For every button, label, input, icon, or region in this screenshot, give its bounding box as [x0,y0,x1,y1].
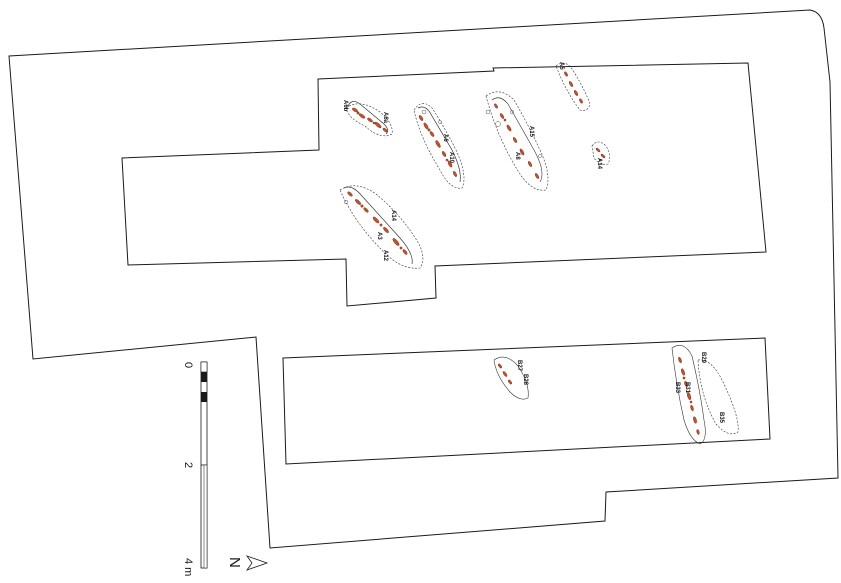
trench-north [121,62,767,307]
feature-label: B31 [684,382,690,394]
feature-label: B29 [700,352,706,364]
feature-a8 [413,103,465,189]
scale-tick-label: 2 [182,462,194,468]
north-letter: N [226,557,243,568]
feature-b29-b35 [671,345,739,445]
feature-label: A10 [448,152,454,164]
feature-a6 [345,101,393,137]
scale-tick-label: 0 [182,362,194,368]
feature-label: A3 [376,232,382,240]
feature-label: A6 [442,134,448,142]
feature-label: A12 [382,250,388,262]
feature-a14-small [591,141,610,165]
feature-b27-b28 [493,356,529,400]
feature-label: A6b [342,100,348,112]
feature-label: B33 [674,382,680,394]
north-arrow [245,555,269,571]
feature-label: A14 [390,210,396,222]
scale-bar [200,361,208,569]
feature-label: B28 [522,374,528,386]
scale-tick-label: 4 m [182,558,194,576]
feature-label: A15 [528,126,534,138]
site-boundary [8,9,839,549]
feature-label: A8 [514,152,520,160]
feature-label: A5 [558,62,564,70]
feature-label: B27 [516,360,522,372]
feature-a3-a12 [339,185,424,269]
trench-south [282,337,771,465]
feature-label: A6a [382,112,388,124]
feature-label: A14 [596,158,602,170]
feature-a15 [485,91,549,191]
feature-a5 [555,62,591,111]
feature-label: B35 [718,412,724,424]
